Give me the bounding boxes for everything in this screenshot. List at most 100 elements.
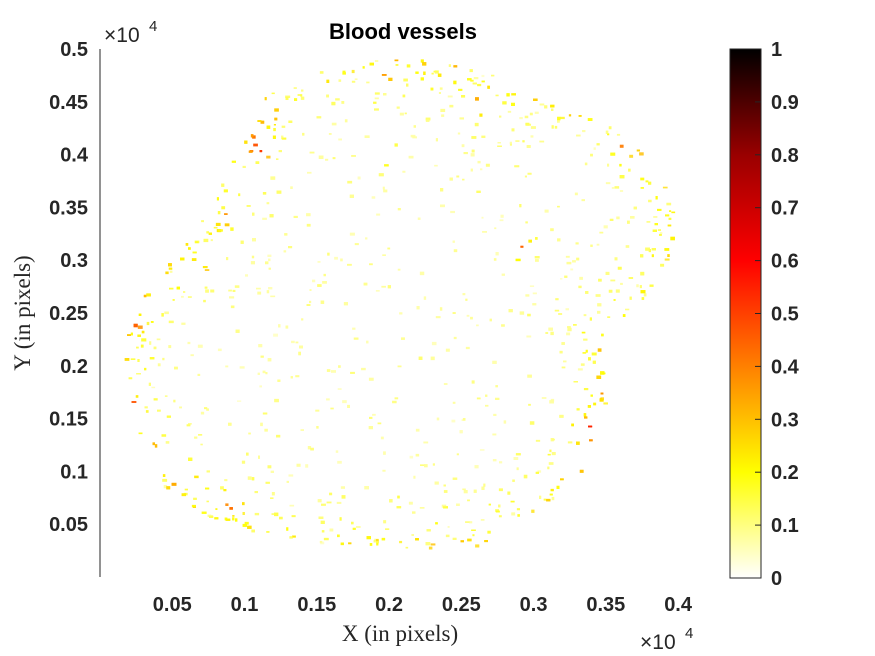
vessel-pixel xyxy=(582,352,587,354)
vessel-pixel xyxy=(239,366,245,369)
vessel-pixel xyxy=(221,183,225,187)
vessel-pixel xyxy=(271,92,275,95)
vessel-pixel xyxy=(566,261,572,265)
vessel-pixel xyxy=(587,118,593,121)
vessel-pixel xyxy=(273,333,278,337)
vessel-pixel xyxy=(374,108,379,111)
vessel-pixel xyxy=(291,340,295,344)
vessel-pixel xyxy=(470,316,473,320)
vessel-pixel xyxy=(299,345,303,349)
vessel-pixel xyxy=(550,398,555,402)
vessel-pixel xyxy=(321,530,325,533)
vessel-pixel xyxy=(572,260,576,263)
vessel-pixel xyxy=(278,150,282,153)
vessel-pixel xyxy=(469,69,473,73)
vessel-pixel xyxy=(555,298,559,301)
x-multiplier-exponent: 4 xyxy=(685,625,693,642)
vessel-pixel xyxy=(221,206,226,210)
vessel-pixel xyxy=(565,308,569,311)
vessel-pixel xyxy=(619,190,624,192)
vessel-pixel xyxy=(652,229,657,232)
y-tick-label: 0.25 xyxy=(49,303,88,325)
vessel-pixel xyxy=(183,291,186,293)
vessel-pixel xyxy=(557,238,561,242)
vessel-pixel xyxy=(576,441,580,445)
vessel-pixel xyxy=(582,130,586,133)
vessel-pixel xyxy=(290,186,293,189)
vessel-pixel xyxy=(616,133,621,136)
vessel-pixel xyxy=(567,327,572,332)
vessel-pixel xyxy=(451,419,456,423)
vessel-pixel xyxy=(301,89,304,92)
vessel-pixel xyxy=(589,317,592,321)
vessel-pixel xyxy=(342,72,346,75)
vessel-pixel xyxy=(288,120,293,123)
vessel-pixel xyxy=(237,400,242,402)
vessel-pixel xyxy=(415,428,420,432)
vessel-pixel xyxy=(480,519,485,521)
vessel-pixel xyxy=(509,141,512,144)
vessel-pixel xyxy=(503,420,507,424)
vessel-pixel xyxy=(144,367,147,371)
vessel-pixel xyxy=(640,187,644,189)
vessel-pixel xyxy=(651,254,654,258)
vessel-pixel xyxy=(369,416,373,419)
vessel-pixel xyxy=(458,88,463,91)
vessel-pixel xyxy=(534,111,539,114)
vessel-pixel xyxy=(465,521,470,523)
vessel-pixel xyxy=(225,518,231,521)
vessel-pixel xyxy=(131,401,137,403)
vessel-pixel xyxy=(368,377,374,381)
vessel-pixel xyxy=(399,112,404,116)
vessel-pixel xyxy=(668,217,672,220)
vessel-pixel xyxy=(307,171,312,174)
vessel-pixel xyxy=(290,376,293,379)
vessel-pixel xyxy=(552,438,555,441)
y-tick-label: 0.35 xyxy=(49,197,88,219)
vessel-pixel xyxy=(588,357,591,361)
vessel-pixel xyxy=(169,287,174,290)
vessel-pixel xyxy=(337,460,342,464)
vessel-pixel xyxy=(265,481,270,484)
vessel-pixel xyxy=(502,101,507,105)
vessel-pixel xyxy=(374,60,379,62)
vessel-pixel xyxy=(341,495,346,499)
vessel-pixel xyxy=(441,114,445,117)
vessel-pixel xyxy=(300,429,304,431)
vessel-pixel xyxy=(439,307,443,311)
vessel-pixel xyxy=(430,87,434,91)
vessel-pixel xyxy=(366,81,370,84)
vessel-pixel xyxy=(279,516,283,520)
vessel-pixel xyxy=(162,478,168,482)
vessel-pixel xyxy=(501,273,505,276)
vessel-pixel xyxy=(191,504,196,508)
vessel-pixel xyxy=(426,529,431,532)
x-tick-label: 0.3 xyxy=(520,594,548,616)
vessel-pixel xyxy=(373,539,376,543)
vessel-pixel xyxy=(338,365,341,368)
vessel-pixel xyxy=(223,489,227,492)
vessel-pixel xyxy=(209,515,214,518)
vessel-pixel xyxy=(258,344,263,348)
vessel-pixel xyxy=(435,316,441,319)
vessel-pixel xyxy=(443,490,448,493)
vessel-pixel xyxy=(224,213,228,215)
vessel-pixel xyxy=(277,379,281,382)
vessel-pixel xyxy=(576,408,580,411)
vessel-pixel xyxy=(295,341,299,344)
vessel-pixel xyxy=(584,416,588,419)
vessel-pixel xyxy=(470,79,474,82)
vessel-pixel xyxy=(240,240,244,244)
vessel-pixel xyxy=(649,284,654,287)
vessel-pixel xyxy=(577,368,583,371)
vessel-pixel xyxy=(482,231,487,233)
vessel-pixel xyxy=(537,470,542,473)
vessel-pixel xyxy=(579,276,583,280)
vessel-pixel xyxy=(242,502,245,506)
vessel-pixel xyxy=(168,267,173,270)
vessel-pixel xyxy=(309,151,315,154)
vessel-pixel xyxy=(250,261,255,265)
vessel-pixel xyxy=(133,323,138,328)
vessel-pixel xyxy=(524,175,527,178)
vessel-pixel xyxy=(406,83,409,87)
